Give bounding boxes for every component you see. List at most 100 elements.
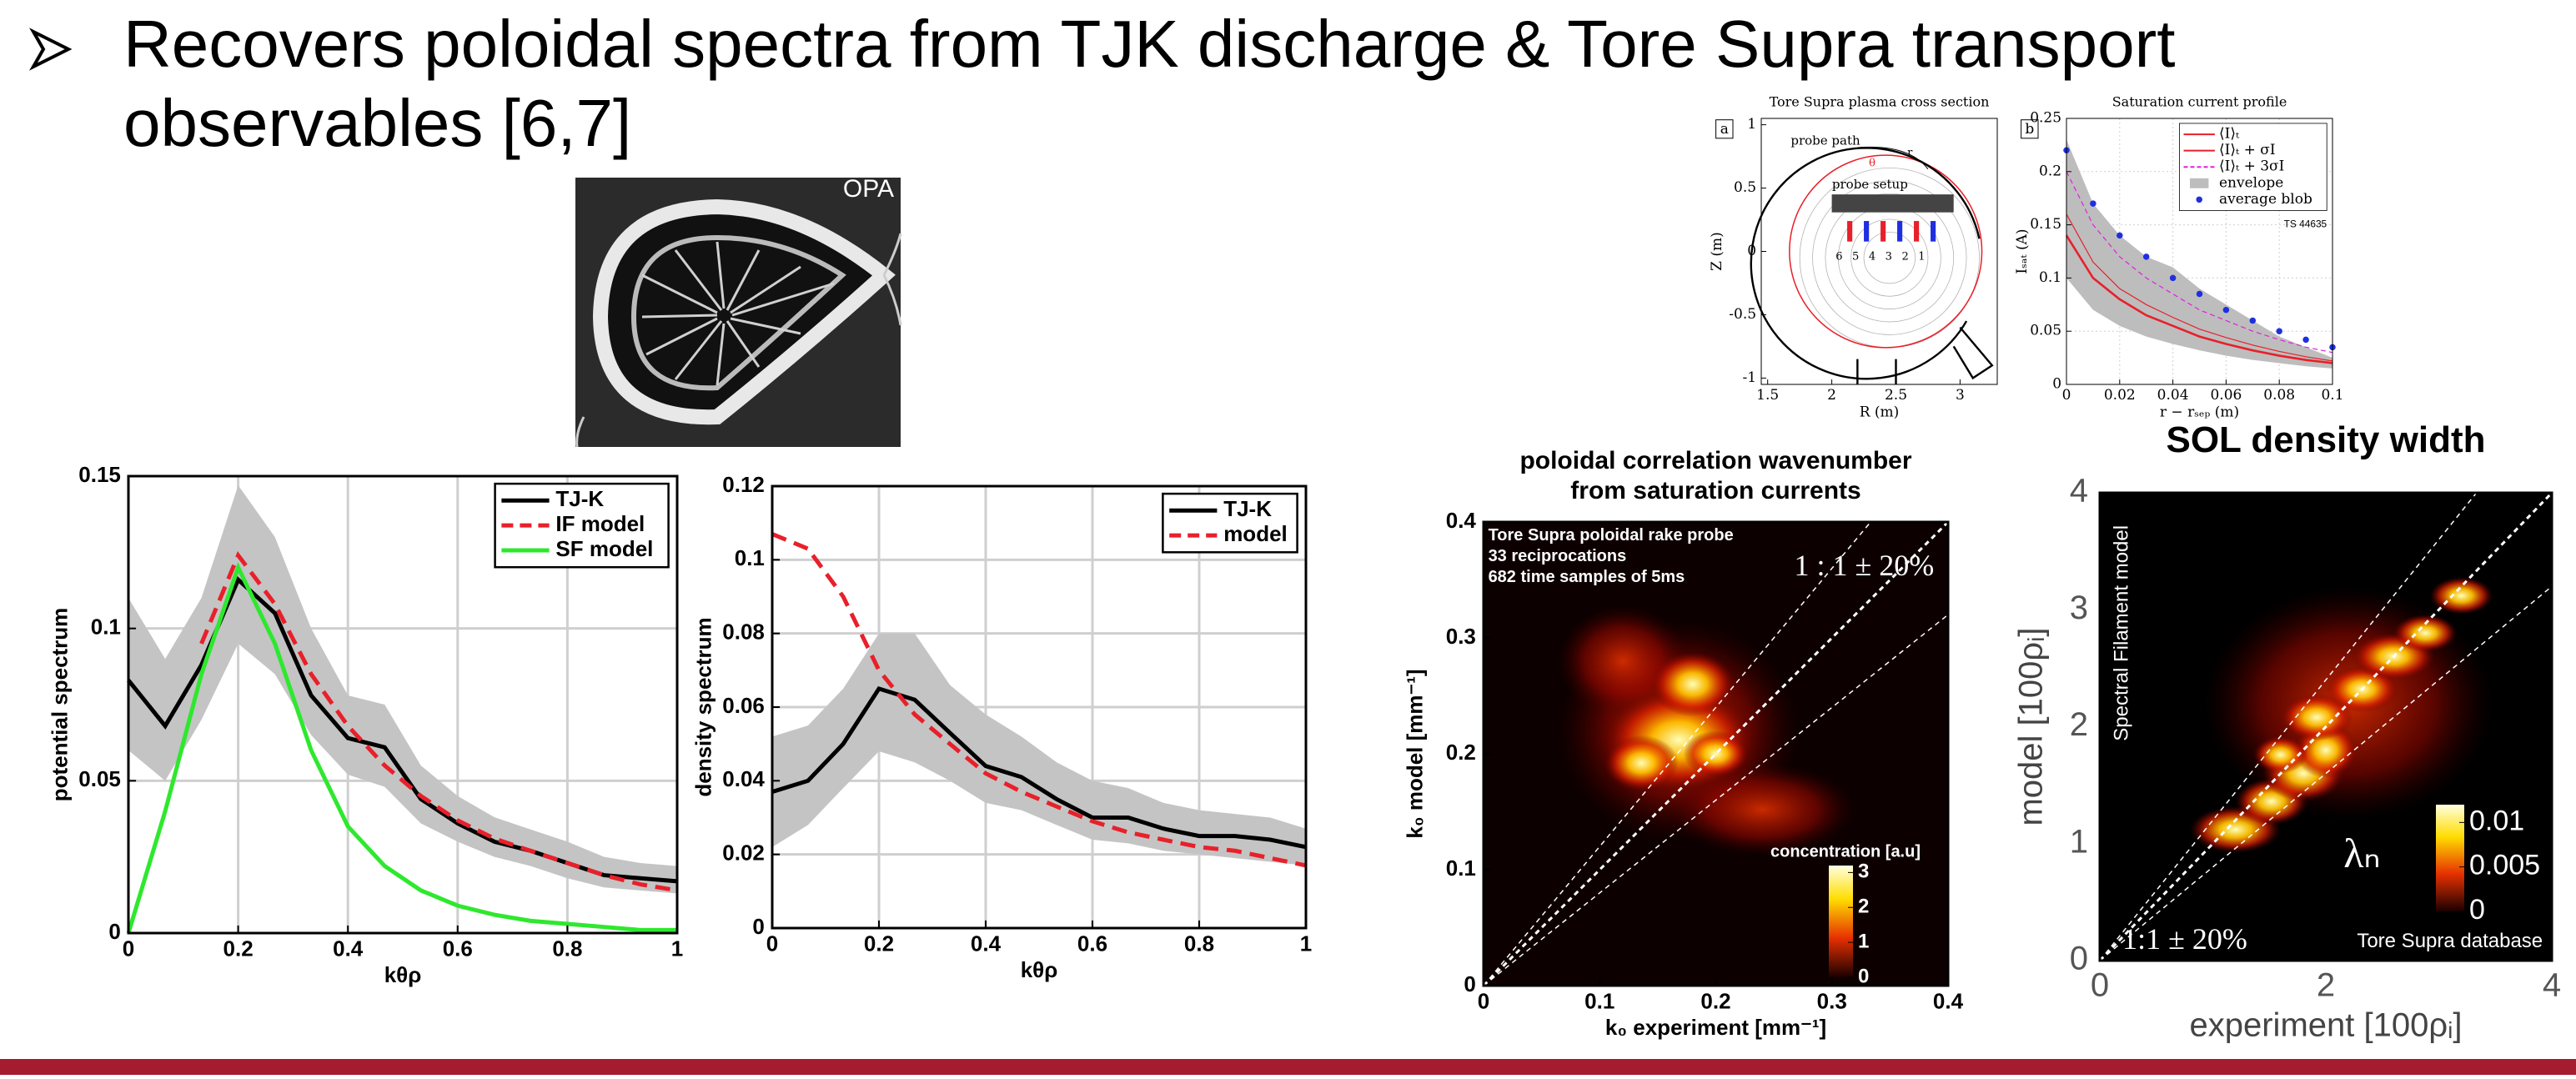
tolerance-line [2099,585,2553,961]
x-tick-label: 0 [2091,967,2109,1004]
y-tick-label: 0.25 [2030,110,2061,127]
x-axis-label: k₀ experiment [mm⁻¹] [1605,1015,1826,1040]
y-tick-label: 0.3 [1446,624,1476,649]
legend-label: ⟨I⟩ₜ + σI [2219,142,2276,158]
data-point [2142,253,2150,260]
colorbar-tick-label: 0.01 [2469,805,2524,836]
y-tick-label: 0.5 [1734,179,1756,196]
probe-tip [1931,221,1936,242]
bullet-arrow [28,28,73,71]
legend-label: envelope [2219,174,2283,191]
legend-swatch [2196,196,2202,203]
density-blob [2429,576,2493,615]
y-tick-label: 0.1 [91,615,121,640]
colorbar-tick-label: 0.005 [2469,850,2540,881]
x-tick-label: 2.5 [1885,387,1907,404]
x-tick-label: 0.2 [1700,989,1730,1014]
colorbar-tick-label: 0 [1858,965,1869,987]
chart-title: poloidal correlation wavenumber [1519,447,1911,474]
tolerance-line [1483,614,1949,986]
legend-label: TJ-K [1223,496,1272,521]
legend-label: ⟨I⟩ₜ + 3σI [2219,158,2284,175]
x-tick-label: 1 [1300,931,1312,956]
y-tick-label: 0.04 [722,766,765,791]
x-tick-label: 0 [1478,989,1489,1014]
x-tick-label: 0.4 [971,931,1002,956]
x-tick-label: 1 [671,936,683,961]
flux-surface [1850,218,1929,297]
y-tick-label: 0.06 [722,693,765,718]
y-axis-label: Z (m) [1709,232,1725,271]
chart-title: SOL density width [2166,419,2485,460]
series-line [771,532,1307,868]
x-tick-label: 3 [1956,387,1965,404]
plot-area [1761,118,1997,384]
flux-surface [1863,231,1916,284]
y-tick-label: 2 [2070,706,2088,743]
series-line [126,562,677,934]
y-tick-label: 0.08 [722,620,765,645]
y-axis-label: k₀ model [mm⁻¹] [1402,669,1427,838]
density-blob [1604,735,1679,791]
series-line [771,685,1307,850]
bullet-text: observables [6,7] [123,86,631,160]
one-to-one-line [2098,491,2553,962]
x-tick-label: 0.8 [1184,931,1214,956]
annotation: 2 [1901,250,1908,263]
y-tick-label: 0.15 [2030,216,2061,233]
flux-surface [1825,193,1955,323]
colorbar-tick-label: 3 [1858,861,1869,883]
annotation: 6 [1835,250,1842,263]
vessel-wall [1750,147,1994,384]
plot-frame [2066,118,2333,385]
y-tick-label: 0.1 [2039,269,2061,286]
x-tick-label: 0.06 [2210,387,2242,404]
bullet-text: Recovers poloidal spectra from TJK disch… [123,7,2175,81]
y-tick-label: 0 [752,914,764,939]
annotation: Tore Supra database [2357,930,2543,952]
x-tick-label: 0.08 [2263,387,2295,404]
probe-tip [1847,221,1853,242]
data-point [2196,290,2203,298]
colorbar-label: concentration [a.u] [1770,842,1921,861]
flux-surface [1812,180,1967,335]
series-line [2066,171,2333,354]
series-line [2065,234,2333,364]
chart-title: from saturation currents [1570,477,1860,504]
envelope-band [2066,139,2332,369]
data-point [2302,336,2309,344]
x-tick-label: 0.6 [1077,931,1107,956]
y-tick-label: 0.02 [722,841,765,866]
x-tick-label: 0.4 [1933,989,1964,1014]
y-tick-label: 0.12 [722,472,765,497]
probe-tip [1914,221,1920,242]
y-tick-label: 0 [2052,376,2061,393]
probe-head [1831,194,1954,213]
x-tick-label: 0 [2062,387,2071,404]
x-tick-label: 4 [2543,967,2561,1004]
annotation: 1:1 ± 20% [2122,922,2247,956]
data-point [2222,306,2230,314]
photo: OPA [575,175,902,448]
x-tick-label: 0.8 [552,936,582,961]
y-tick-label: 0.2 [2039,163,2061,179]
x-tick-label: 2 [1827,387,1836,404]
x-axis-label: kθρ [1021,957,1058,982]
y-tick-label: 3 [2070,590,2088,626]
separatrix [1789,154,1983,349]
annotation: 1 [1918,250,1925,263]
x-axis-label: experiment [100ρᵢ] [2190,1007,2463,1044]
y-tick-label: 1 [1747,116,1756,133]
annotation: Tore Supra poloidal rake probe [1489,526,1734,545]
data-point [2249,317,2257,324]
footer-bar [0,1059,2576,1075]
x-tick-label: 0 [766,931,778,956]
annotation: 33 reciprocations [1489,547,1627,565]
y-tick-label: -0.5 [1729,306,1756,323]
colorbar-tick-label: 0 [2469,894,2485,926]
chart-title: Tore Supra plasma cross section [1770,93,1990,109]
annotation: 1 : 1 ± 20% [1795,549,1935,582]
colorbar-tick-label: 1 [1858,930,1869,952]
density-blob [1650,651,1735,717]
annotation: 682 time samples of 5ms [1489,568,1685,586]
